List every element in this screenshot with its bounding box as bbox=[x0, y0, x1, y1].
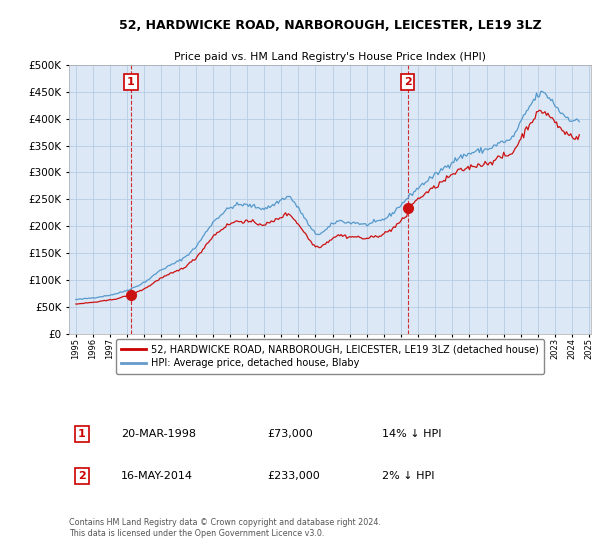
Text: 2: 2 bbox=[78, 471, 86, 481]
Text: £233,000: £233,000 bbox=[268, 471, 320, 481]
Text: 14% ↓ HPI: 14% ↓ HPI bbox=[382, 429, 442, 439]
Text: 2: 2 bbox=[404, 77, 412, 87]
Text: 20-MAR-1998: 20-MAR-1998 bbox=[121, 429, 196, 439]
Text: Price paid vs. HM Land Registry's House Price Index (HPI): Price paid vs. HM Land Registry's House … bbox=[174, 52, 486, 62]
Text: 52, HARDWICKE ROAD, NARBOROUGH, LEICESTER, LE19 3LZ: 52, HARDWICKE ROAD, NARBOROUGH, LEICESTE… bbox=[119, 19, 541, 32]
Text: 1: 1 bbox=[78, 429, 86, 439]
Text: 2% ↓ HPI: 2% ↓ HPI bbox=[382, 471, 434, 481]
Text: 16-MAY-2014: 16-MAY-2014 bbox=[121, 471, 193, 481]
Text: 1: 1 bbox=[127, 77, 135, 87]
Text: £73,000: £73,000 bbox=[268, 429, 313, 439]
Text: Contains HM Land Registry data © Crown copyright and database right 2024.
This d: Contains HM Land Registry data © Crown c… bbox=[69, 518, 381, 538]
Legend: 52, HARDWICKE ROAD, NARBOROUGH, LEICESTER, LE19 3LZ (detached house), HPI: Avera: 52, HARDWICKE ROAD, NARBOROUGH, LEICESTE… bbox=[116, 339, 544, 374]
